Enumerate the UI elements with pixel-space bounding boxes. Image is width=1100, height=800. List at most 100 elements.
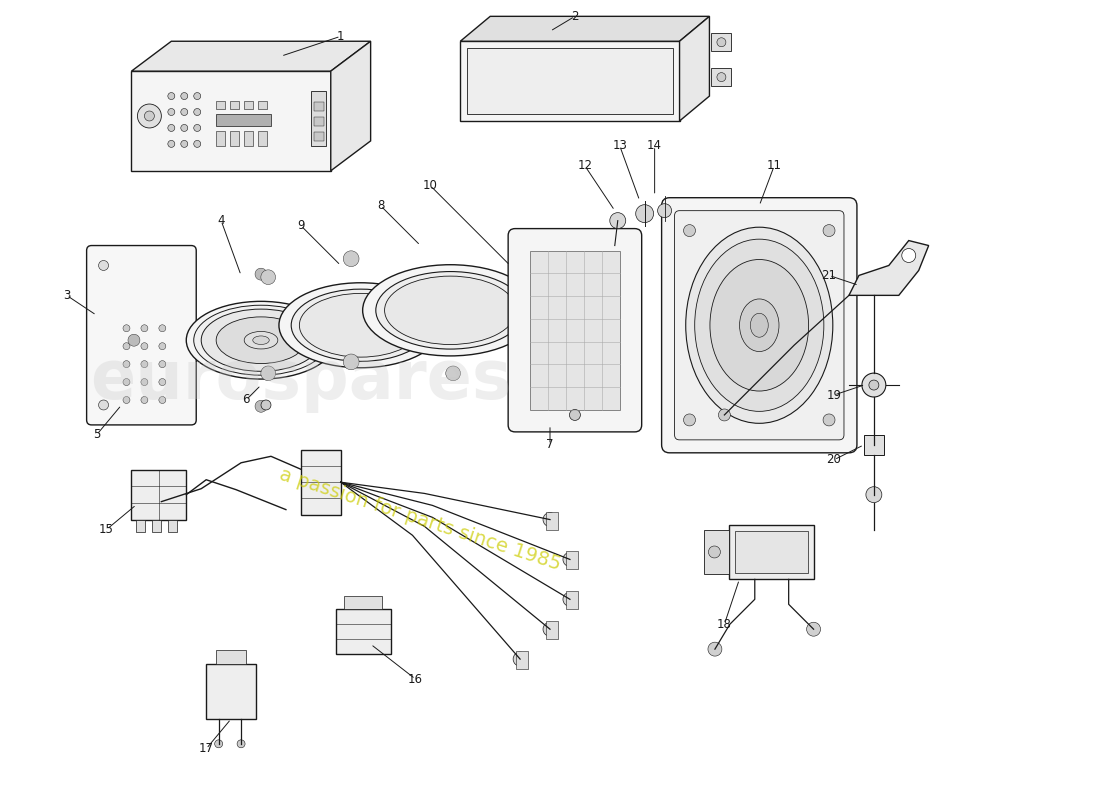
FancyBboxPatch shape bbox=[508, 229, 641, 432]
Circle shape bbox=[194, 125, 200, 131]
Circle shape bbox=[99, 261, 109, 270]
Bar bbox=[230, 131, 239, 146]
Circle shape bbox=[717, 38, 726, 46]
Polygon shape bbox=[460, 16, 710, 42]
Ellipse shape bbox=[710, 259, 808, 391]
Circle shape bbox=[158, 325, 166, 332]
Ellipse shape bbox=[217, 317, 306, 363]
Bar bbox=[864, 435, 883, 455]
Ellipse shape bbox=[279, 282, 442, 368]
Circle shape bbox=[570, 410, 581, 421]
Circle shape bbox=[194, 141, 200, 147]
Circle shape bbox=[708, 642, 722, 656]
Circle shape bbox=[141, 361, 147, 368]
Bar bbox=[712, 34, 732, 51]
Ellipse shape bbox=[363, 265, 538, 356]
Circle shape bbox=[563, 553, 576, 566]
Circle shape bbox=[144, 111, 154, 121]
Ellipse shape bbox=[299, 294, 422, 357]
Bar bbox=[168, 519, 177, 531]
Circle shape bbox=[717, 73, 726, 82]
Circle shape bbox=[718, 409, 730, 421]
Circle shape bbox=[123, 361, 130, 368]
Circle shape bbox=[99, 400, 109, 410]
Ellipse shape bbox=[186, 302, 336, 379]
Ellipse shape bbox=[194, 306, 328, 375]
Circle shape bbox=[862, 373, 886, 397]
Text: 2: 2 bbox=[571, 10, 579, 23]
Bar bbox=[230, 101, 239, 109]
Circle shape bbox=[123, 342, 130, 350]
Bar bbox=[565, 551, 578, 570]
Circle shape bbox=[158, 361, 166, 368]
Circle shape bbox=[658, 204, 672, 218]
Ellipse shape bbox=[201, 309, 321, 371]
Circle shape bbox=[158, 342, 166, 350]
Circle shape bbox=[180, 141, 188, 147]
Circle shape bbox=[261, 400, 271, 410]
Bar bbox=[153, 519, 162, 531]
Text: 18: 18 bbox=[717, 618, 732, 630]
Bar bbox=[244, 101, 253, 109]
Circle shape bbox=[446, 366, 461, 381]
FancyBboxPatch shape bbox=[87, 246, 196, 425]
Circle shape bbox=[123, 325, 130, 332]
Text: 20: 20 bbox=[826, 454, 842, 466]
Bar bbox=[217, 650, 246, 664]
Circle shape bbox=[541, 251, 558, 266]
Text: 13: 13 bbox=[613, 139, 627, 152]
Text: 3: 3 bbox=[63, 289, 70, 302]
Bar bbox=[516, 651, 528, 669]
Circle shape bbox=[214, 740, 222, 748]
Circle shape bbox=[636, 205, 653, 222]
Bar bbox=[546, 622, 558, 639]
Circle shape bbox=[168, 93, 175, 99]
Polygon shape bbox=[849, 241, 928, 295]
Circle shape bbox=[255, 268, 267, 280]
Polygon shape bbox=[704, 530, 729, 574]
Bar bbox=[736, 530, 808, 574]
Text: 7: 7 bbox=[547, 438, 553, 451]
Bar bbox=[729, 525, 814, 579]
Circle shape bbox=[141, 378, 147, 386]
Text: 15: 15 bbox=[99, 523, 114, 536]
Text: 4: 4 bbox=[218, 214, 224, 227]
Circle shape bbox=[543, 513, 557, 526]
Circle shape bbox=[261, 270, 276, 285]
Polygon shape bbox=[331, 42, 371, 170]
Text: a passion for parts since 1985: a passion for parts since 1985 bbox=[277, 465, 563, 574]
Circle shape bbox=[823, 414, 835, 426]
Text: 10: 10 bbox=[424, 179, 438, 192]
Circle shape bbox=[255, 400, 267, 412]
Circle shape bbox=[563, 592, 576, 606]
Bar bbox=[206, 664, 256, 719]
Text: 9: 9 bbox=[297, 219, 305, 232]
Circle shape bbox=[194, 109, 200, 115]
Circle shape bbox=[141, 397, 147, 403]
Circle shape bbox=[128, 334, 140, 346]
Circle shape bbox=[123, 397, 130, 403]
Bar bbox=[344, 596, 383, 610]
FancyBboxPatch shape bbox=[674, 210, 844, 440]
Bar bbox=[468, 48, 672, 114]
Ellipse shape bbox=[739, 299, 779, 351]
Bar bbox=[314, 132, 323, 141]
Circle shape bbox=[238, 740, 245, 748]
Bar bbox=[258, 101, 267, 109]
Circle shape bbox=[609, 213, 626, 229]
Text: 16: 16 bbox=[408, 673, 424, 686]
Text: 21: 21 bbox=[822, 269, 836, 282]
Text: 5: 5 bbox=[92, 428, 100, 442]
Circle shape bbox=[138, 104, 162, 128]
Circle shape bbox=[123, 378, 130, 386]
Circle shape bbox=[683, 225, 695, 237]
Text: 14: 14 bbox=[647, 139, 662, 152]
Bar bbox=[311, 91, 326, 146]
Circle shape bbox=[382, 334, 394, 346]
Ellipse shape bbox=[750, 314, 768, 338]
Bar bbox=[136, 519, 145, 531]
Polygon shape bbox=[132, 42, 371, 71]
Circle shape bbox=[343, 251, 359, 266]
Polygon shape bbox=[460, 42, 680, 121]
Polygon shape bbox=[132, 71, 331, 170]
